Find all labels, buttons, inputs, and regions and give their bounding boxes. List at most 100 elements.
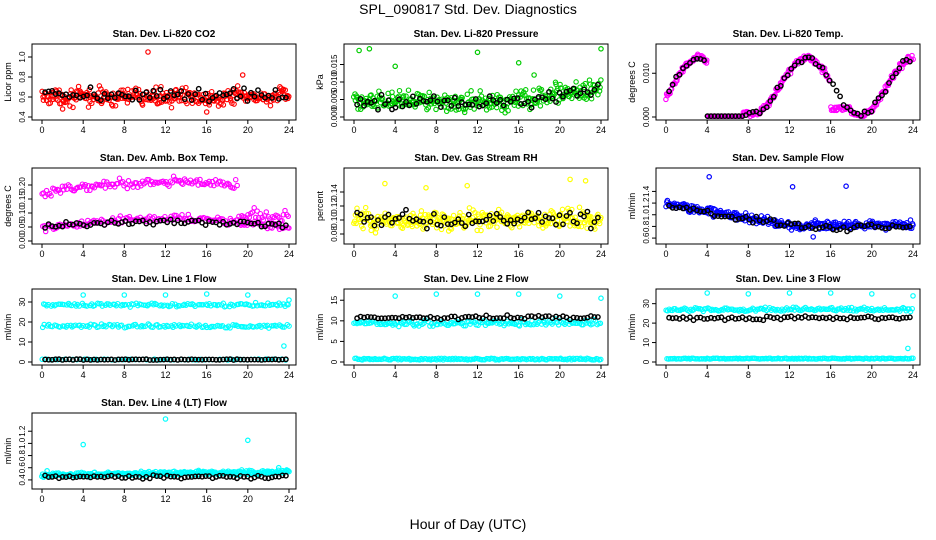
y-axis-label: ml/min: [3, 438, 13, 465]
data-point: [375, 315, 381, 322]
data-point: [577, 90, 584, 97]
data-point: [150, 357, 157, 363]
data-point: [479, 315, 486, 322]
data-point: [389, 219, 395, 226]
data-point: [117, 213, 124, 219]
data-point: [199, 356, 206, 363]
data-point: [465, 211, 472, 218]
data-point: [570, 85, 577, 92]
data-point: [563, 213, 570, 219]
x-tick-label: 4: [81, 249, 86, 259]
data-point: [531, 72, 537, 78]
data-point: [112, 103, 119, 109]
data-point: [581, 315, 587, 321]
data-point: [704, 113, 711, 120]
data-point: [777, 222, 784, 229]
data-point: [518, 217, 525, 224]
data-point: [230, 357, 237, 363]
data-point: [715, 213, 721, 219]
data-point: [80, 441, 87, 448]
data-point: [199, 96, 206, 103]
data-point: [249, 209, 256, 216]
data-point: [736, 216, 742, 222]
data-point: [472, 355, 479, 362]
data-point: [756, 110, 763, 117]
data-point: [909, 305, 915, 312]
point-group: [39, 173, 292, 235]
data-point: [872, 316, 878, 322]
x-tick-label: 16: [514, 249, 524, 259]
data-point: [521, 214, 528, 221]
data-point: [424, 225, 430, 232]
data-point: [361, 102, 367, 109]
data-point: [477, 88, 483, 94]
y-tick-label: 0.4: [18, 474, 27, 486]
data-point: [279, 94, 286, 101]
chart-title: Stan. Dev. Line 2 Flow: [424, 274, 529, 285]
x-tick-label: 24: [284, 370, 294, 380]
data-point: [515, 59, 522, 66]
data-point: [715, 113, 721, 120]
data-point: [410, 93, 416, 100]
data-point: [356, 47, 362, 54]
data-point: [250, 324, 257, 330]
data-point: [879, 225, 885, 231]
data-point: [91, 356, 97, 363]
data-point: [390, 355, 397, 362]
data-point: [67, 103, 73, 109]
data-point: [795, 314, 802, 320]
data-point: [819, 314, 826, 321]
data-point: [150, 87, 157, 94]
data-point: [573, 79, 579, 85]
data-point: [143, 89, 150, 96]
data-point: [833, 87, 840, 94]
data-point: [122, 301, 129, 308]
data-point: [581, 220, 588, 226]
data-point: [168, 104, 175, 111]
x-tick-label: 24: [284, 494, 294, 504]
data-point: [847, 307, 853, 314]
data-point: [385, 315, 392, 321]
data-point: [595, 211, 601, 218]
data-point: [701, 57, 707, 64]
x-tick-label: 16: [514, 125, 524, 135]
x-tick-label: 20: [243, 494, 253, 504]
data-point: [132, 473, 139, 480]
y-tick-label: 15: [330, 295, 339, 304]
data-point: [869, 291, 875, 297]
x-tick-label: 8: [746, 125, 751, 135]
data-point: [47, 100, 54, 106]
data-point: [124, 185, 131, 192]
data-point: [403, 93, 409, 99]
data-point: [197, 176, 203, 183]
data-point: [546, 89, 552, 95]
x-tick-label: 20: [555, 125, 565, 135]
data-point: [80, 357, 87, 363]
data-point: [729, 113, 735, 120]
data-point: [59, 357, 66, 363]
data-point: [500, 102, 507, 109]
data-point: [528, 104, 535, 111]
data-point: [910, 293, 916, 299]
x-tick-label: 12: [472, 370, 482, 380]
data-point: [248, 89, 254, 96]
data-point: [146, 94, 153, 101]
x-tick-label: 4: [393, 370, 398, 380]
data-point: [504, 220, 511, 227]
data-point: [99, 303, 106, 309]
data-point: [389, 222, 395, 229]
x-tick-label: 12: [160, 494, 170, 504]
data-point: [587, 225, 594, 232]
data-point: [101, 222, 108, 228]
data-point: [464, 182, 471, 189]
chart-title: Stan. Dev. Line 3 Flow: [736, 274, 841, 285]
x-tick-label: 0: [351, 125, 356, 135]
data-point: [749, 316, 756, 323]
data-point: [227, 356, 234, 363]
data-point: [598, 356, 604, 363]
data-point: [267, 102, 274, 109]
data-point: [474, 291, 481, 297]
data-point: [854, 222, 861, 229]
x-tick-label: 8: [434, 125, 439, 135]
x-tick-label: 16: [826, 249, 836, 259]
